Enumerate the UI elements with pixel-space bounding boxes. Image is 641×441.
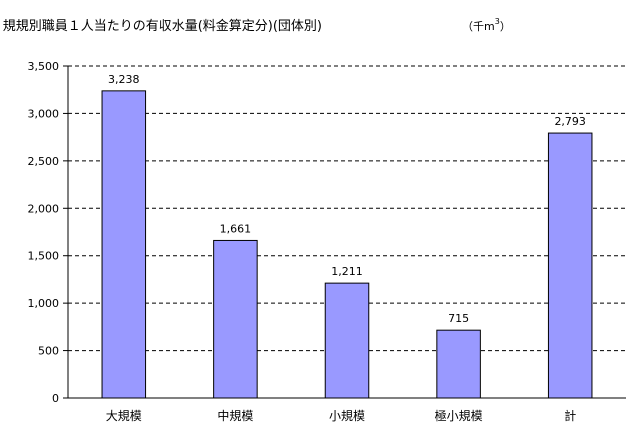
y-tick-label: 1,500 <box>28 250 60 263</box>
data-label: 1,211 <box>331 265 363 278</box>
unit-superscript: 3 <box>495 17 500 26</box>
x-category-label: 極小規模 <box>435 408 483 423</box>
y-tick-label: 2,500 <box>28 155 60 168</box>
chart-unit: （千m3） <box>462 17 511 33</box>
y-tick-label: 1,000 <box>28 297 60 310</box>
data-label: 2,793 <box>554 115 586 128</box>
y-tick-label: 0 <box>52 392 59 405</box>
x-category-label: 中規模 <box>217 408 253 423</box>
data-label: 715 <box>448 312 469 325</box>
data-label: 3,238 <box>108 73 140 86</box>
unit-suffix: ） <box>500 20 511 33</box>
bar <box>101 90 147 399</box>
unit-prefix: （千m <box>462 20 495 33</box>
data-label: 1,661 <box>220 222 252 235</box>
bar <box>547 132 593 399</box>
bar <box>213 239 258 399</box>
y-tick-label: 2,000 <box>28 202 60 215</box>
x-category-label: 大規模 <box>106 408 142 423</box>
y-tick-label: 500 <box>38 345 59 358</box>
y-tick-label: 3,000 <box>28 107 60 120</box>
chart-title: 規規別職員１人当たりの有収水量(料金算定分)(団体別) <box>3 18 322 34</box>
bar <box>436 329 481 399</box>
plot-area: 0 500 1,000 1,500 2,000 2,500 3,000 3,500 3,238 大… <box>28 60 626 423</box>
y-tick-label: 3,500 <box>28 60 60 73</box>
bar <box>324 282 370 399</box>
x-category-label: 計 <box>564 408 576 423</box>
x-category-label: 小規模 <box>329 408 365 423</box>
